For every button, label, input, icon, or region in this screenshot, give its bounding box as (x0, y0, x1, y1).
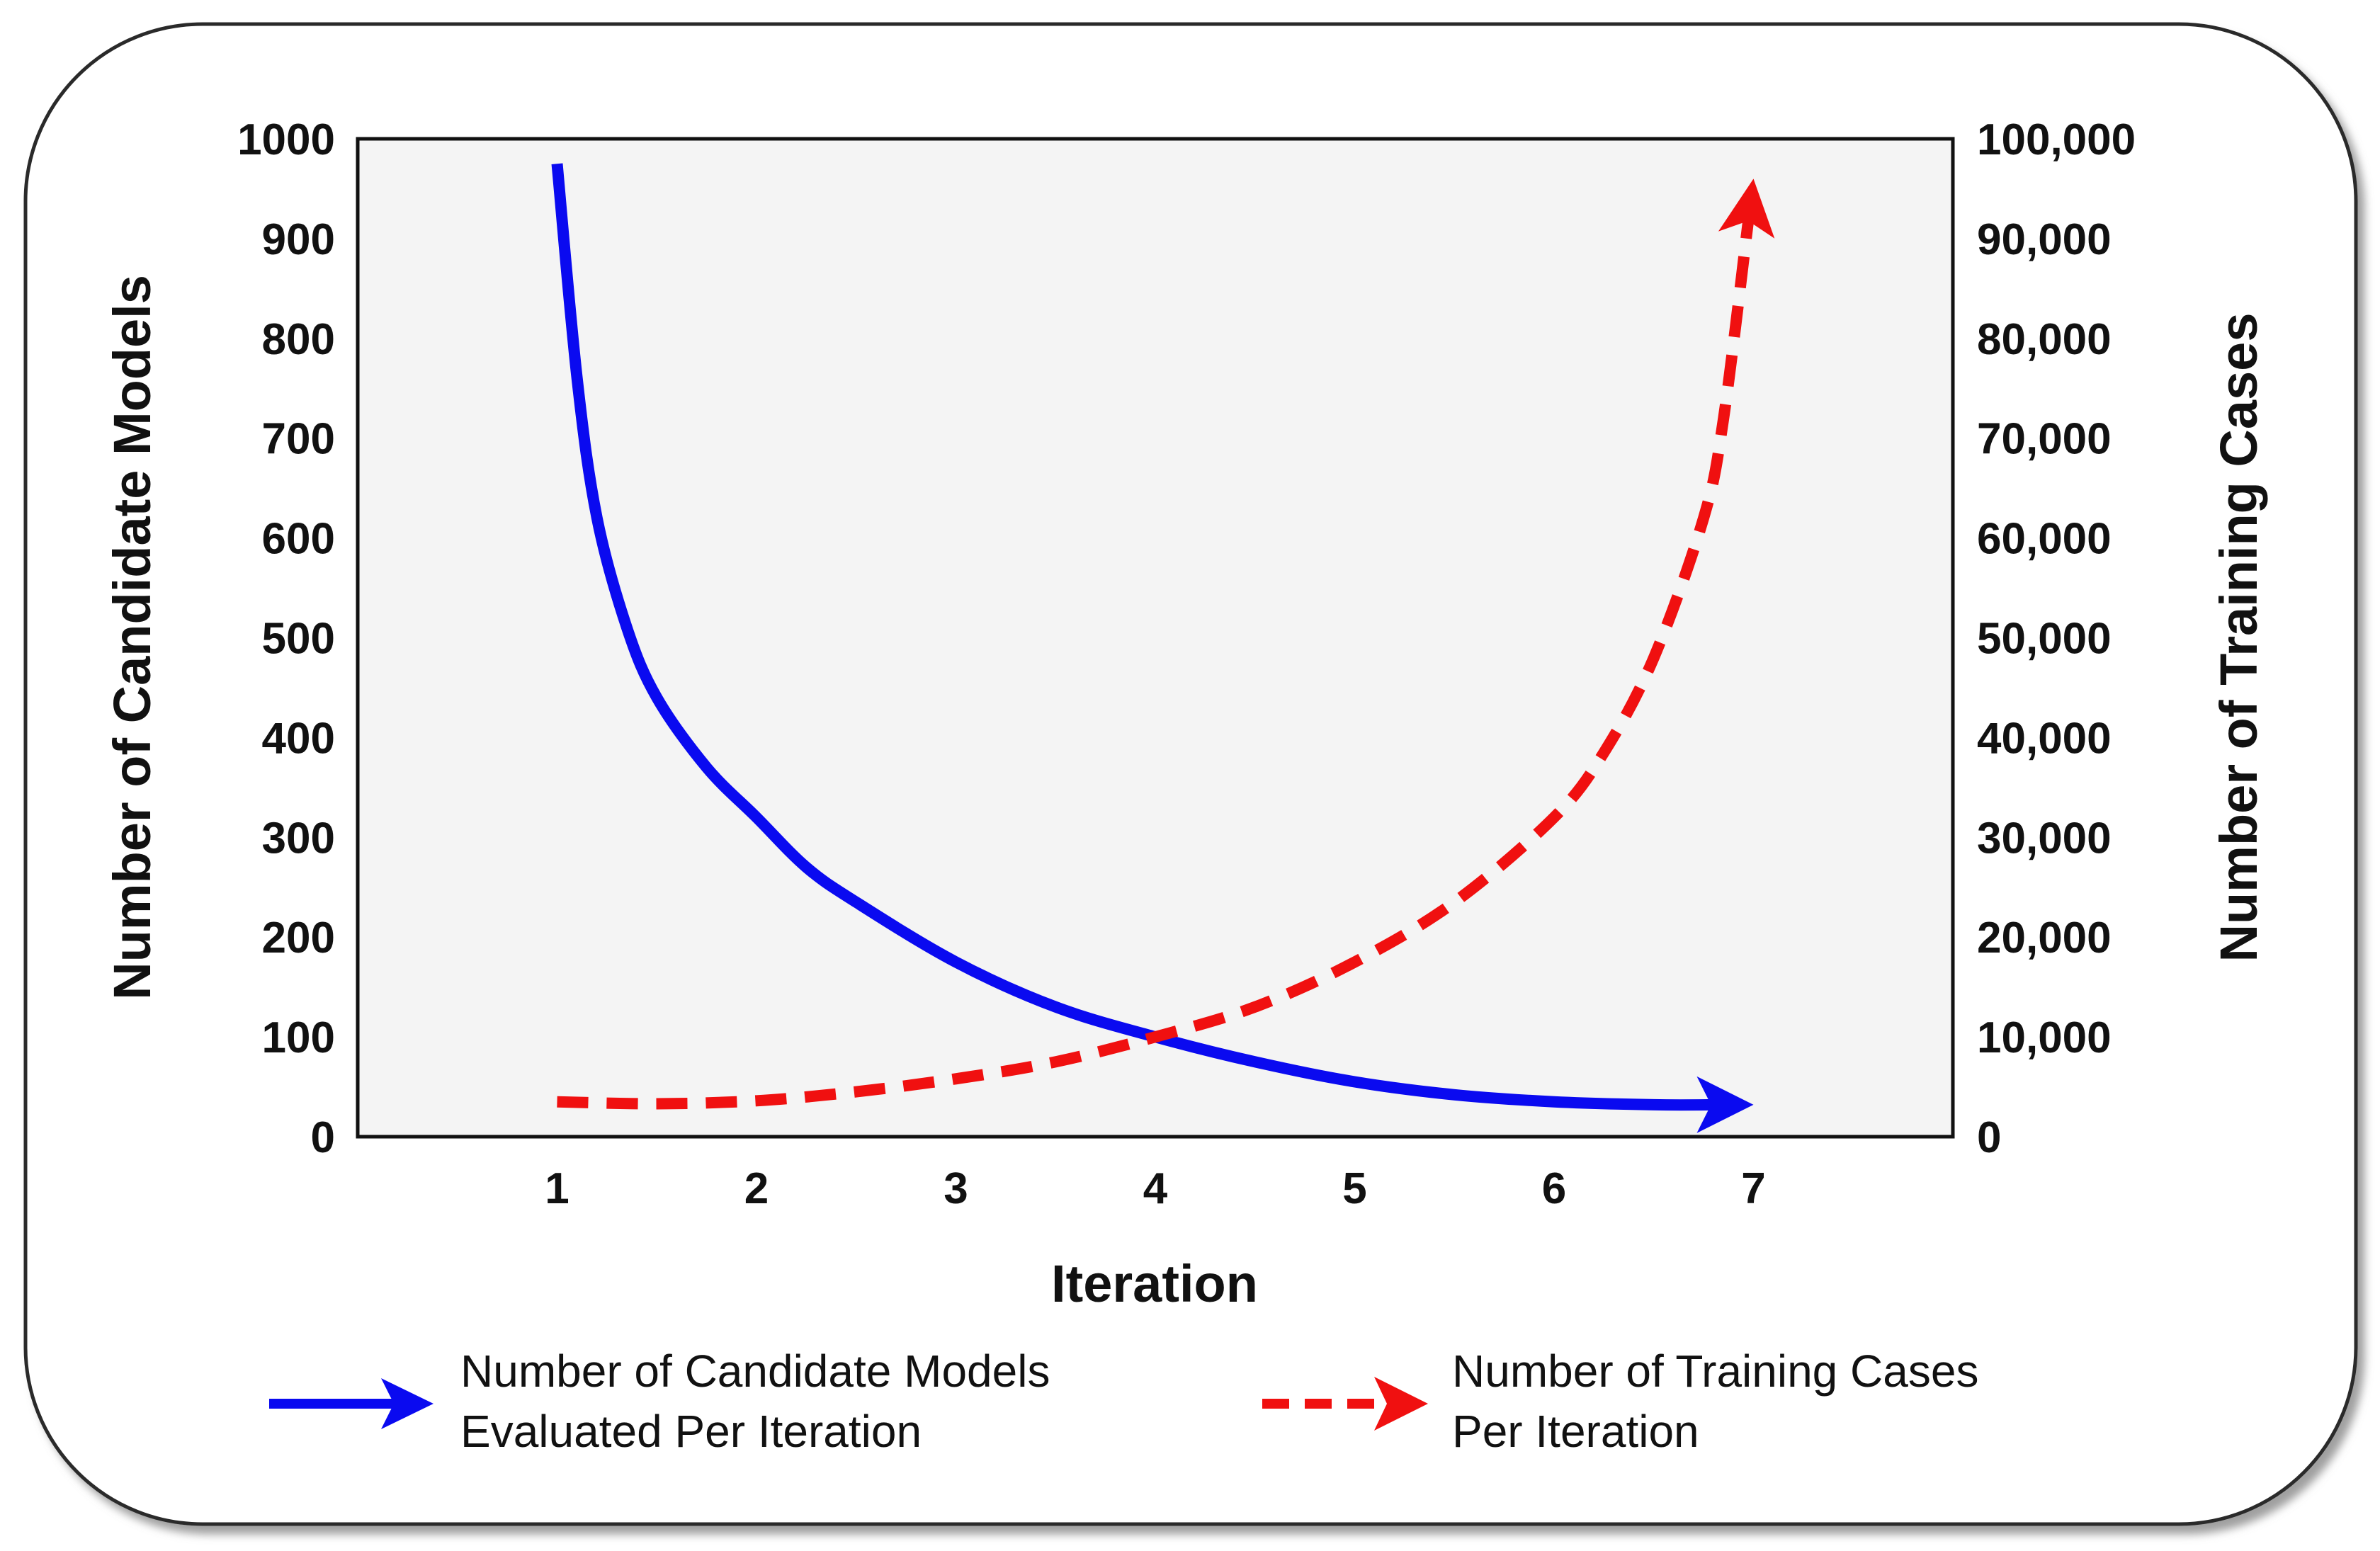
legend: Number of Candidate Models Evaluated Per… (269, 1346, 1978, 1457)
x-tick-label: 1 (545, 1164, 569, 1213)
x-tick-label: 5 (1342, 1164, 1366, 1213)
legend-blue-arrow-head (381, 1378, 434, 1429)
y-left-tick-label: 900 (262, 215, 335, 264)
candidate-models-arrow-head (1696, 1076, 1754, 1133)
legend-entry-candidate-models: Number of Candidate Models Evaluated Per… (269, 1346, 1050, 1457)
legend-entry-training-cases: Number of Training Cases Per Iteration (1262, 1346, 1978, 1457)
legend-label-training-line1: Number of Training Cases (1452, 1346, 1978, 1397)
plot-area (356, 137, 1955, 1139)
legend-label-candidate-line2: Evaluated Per Iteration (460, 1406, 922, 1457)
x-tick-label: 2 (744, 1164, 769, 1213)
y-left-tick-label: 700 (262, 415, 335, 464)
y-left-tick-label: 400 (262, 714, 335, 763)
y-right-tick-label: 60,000 (1977, 515, 2112, 564)
y-right-tick-label: 10,000 (1977, 1013, 2112, 1062)
y-right-tick-label: 0 (1977, 1113, 2001, 1162)
candidate-models-line (551, 163, 1720, 1111)
x-axis-title: Iteration (1051, 1254, 1258, 1313)
training-cases-arrow-head (1718, 178, 1775, 239)
y-left-tick-label: 300 (262, 814, 335, 863)
legend-label-training-line2: Per Iteration (1452, 1406, 1699, 1457)
y-right-tick-label: 70,000 (1977, 415, 2112, 464)
y-right-tick-label: 50,000 (1977, 615, 2112, 664)
y-left-tick-label: 100 (262, 1013, 335, 1062)
y-right-tick-label: 80,000 (1977, 315, 2112, 364)
y-right-axis-title: Number of Training Cases (2209, 313, 2268, 962)
x-tick-label: 3 (944, 1164, 968, 1213)
x-axis-ticks: 1 2 3 4 5 6 7 (545, 1164, 1765, 1213)
x-tick-label: 4 (1143, 1164, 1168, 1213)
y-left-tick-label: 600 (262, 515, 335, 564)
series-layer (551, 163, 1775, 1133)
y-left-tick-label: 500 (262, 615, 335, 664)
y-right-tick-label: 30,000 (1977, 814, 2112, 863)
legend-label-candidate-line1: Number of Candidate Models (460, 1346, 1050, 1397)
y-right-tick-label: 100,000 (1977, 115, 2136, 164)
y-left-tick-label: 200 (262, 914, 335, 962)
y-left-tick-label: 0 (311, 1113, 335, 1162)
left-axis-ticks: 0 100 200 300 400 500 600 700 800 900 1000 (237, 115, 335, 1162)
y-right-tick-label: 20,000 (1977, 914, 2112, 962)
y-left-tick-label: 1000 (237, 115, 335, 164)
y-right-tick-label: 40,000 (1977, 714, 2112, 763)
x-tick-label: 6 (1542, 1164, 1566, 1213)
training-cases-line (557, 211, 1755, 1110)
legend-red-arrow-head (1374, 1377, 1428, 1431)
y-left-axis-title: Number of Candidate Models (103, 275, 162, 1000)
y-right-tick-label: 90,000 (1977, 215, 2112, 264)
right-axis-ticks: 0 10,000 20,000 30,000 40,000 50,000 60,000 70,… (1977, 115, 2136, 1162)
y-left-tick-label: 800 (262, 315, 335, 364)
x-tick-label: 7 (1741, 1164, 1765, 1213)
